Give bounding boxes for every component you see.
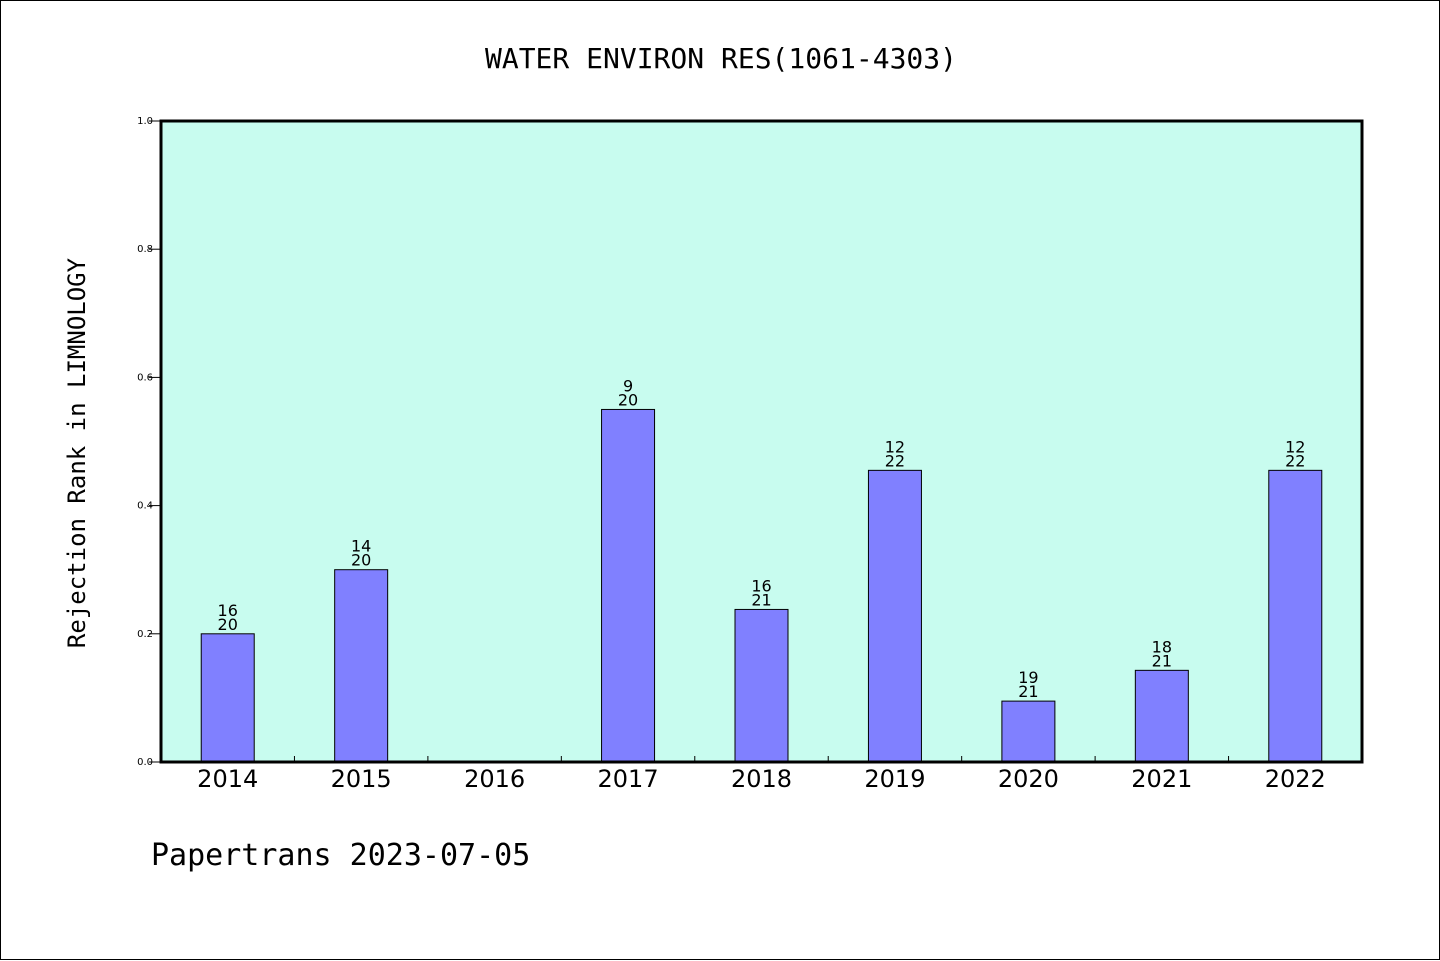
bar-label-numerator: 16 xyxy=(751,576,771,595)
bar-2014 xyxy=(200,633,255,763)
bar-label-numerator: 16 xyxy=(218,601,238,620)
x-tick-label: 2018 xyxy=(731,765,792,793)
y-tick-label: 0.0 xyxy=(137,757,153,768)
chart-title: WATER ENVIRON RES(1061-4303) xyxy=(485,42,957,75)
bar-label-denominator: 20 xyxy=(218,615,238,634)
bar-label-denominator: 22 xyxy=(885,451,905,470)
y-axis-label: Rejection Rank in LIMNOLOGY xyxy=(63,257,91,648)
y-tick-label: 1.0 xyxy=(137,116,153,127)
y-tick-label: 0.6 xyxy=(137,372,153,383)
x-tick-label: 2016 xyxy=(464,765,525,793)
bar-label-denominator: 21 xyxy=(1018,682,1038,701)
bar-label-denominator: 20 xyxy=(618,390,638,409)
bar-label-numerator: 9 xyxy=(623,376,633,395)
bar-label-numerator: 12 xyxy=(1285,437,1305,456)
bar-2020 xyxy=(1001,700,1056,763)
bar-label-numerator: 18 xyxy=(1152,637,1172,656)
x-tick-label: 2019 xyxy=(864,765,925,793)
bar-label-numerator: 14 xyxy=(351,537,371,556)
x-tick-label: 2014 xyxy=(197,765,258,793)
y-tick-label: 0.4 xyxy=(137,501,153,512)
bar-label-denominator: 22 xyxy=(1285,451,1305,470)
y-tick-label: 0.2 xyxy=(137,629,153,640)
x-tick-label: 2017 xyxy=(598,765,659,793)
bar-label-numerator: 19 xyxy=(1018,668,1038,687)
x-tick-label: 2020 xyxy=(998,765,1059,793)
x-axis-ticks: 2014 2015 2016 2017 2018 2019 2020 2021 2022 xyxy=(197,756,1326,793)
bars-group xyxy=(200,408,1323,763)
x-tick-label: 2015 xyxy=(331,765,392,793)
bar-label-denominator: 21 xyxy=(1152,651,1172,670)
x-tick-label: 2022 xyxy=(1265,765,1326,793)
bar-label-denominator: 21 xyxy=(751,590,771,609)
y-tick-label: 0.8 xyxy=(137,244,153,255)
y-axis-ticks: 0.0 0.2 0.4 0.6 0.8 1.0 xyxy=(137,116,161,768)
plot-border xyxy=(159,119,1364,764)
x-tick-label: 2021 xyxy=(1131,765,1192,793)
bar-label-denominator: 20 xyxy=(351,551,371,570)
footer-credit: Papertrans 2023-07-05 xyxy=(151,838,530,873)
bar-2019 xyxy=(867,469,922,763)
bar-2022 xyxy=(1268,469,1323,763)
bar-label-numerator: 12 xyxy=(885,437,905,456)
bar-2021 xyxy=(1134,669,1189,763)
bar-2015 xyxy=(334,569,389,763)
bar-2017 xyxy=(601,408,656,763)
bar-2018 xyxy=(734,608,789,763)
